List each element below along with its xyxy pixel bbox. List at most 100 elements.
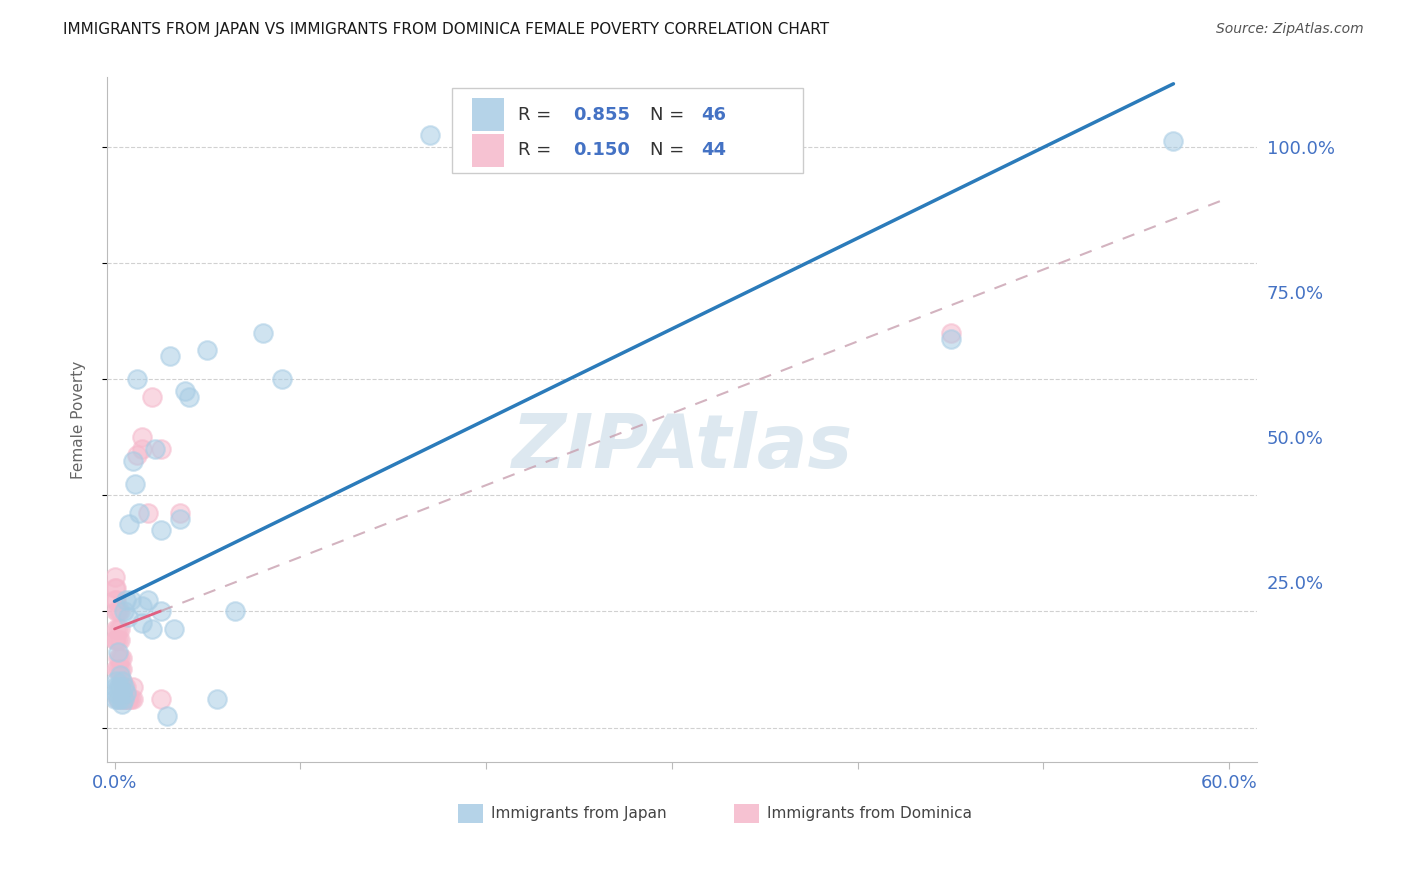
Point: [270, 372, 292, 386]
Text: Source: ZipAtlas.com: Source: ZipAtlas.com: [1216, 22, 1364, 37]
Text: N =: N =: [650, 141, 690, 159]
Point: [169, 506, 191, 520]
Point: [136, 506, 159, 520]
Point: [939, 332, 962, 346]
Point: [131, 430, 153, 444]
Point: [117, 691, 139, 706]
Point: [145, 442, 167, 456]
Point: [1163, 134, 1185, 148]
Point: [108, 633, 131, 648]
Point: [141, 390, 163, 404]
Point: [131, 615, 153, 630]
Point: [124, 476, 146, 491]
Point: [128, 506, 150, 520]
Point: [103, 680, 125, 694]
Point: [107, 691, 129, 706]
Point: [114, 592, 136, 607]
Point: [125, 372, 148, 386]
Point: [131, 442, 153, 456]
Point: [107, 691, 129, 706]
Point: [205, 691, 228, 706]
Point: [149, 442, 172, 456]
Point: [939, 326, 962, 340]
Text: 46: 46: [702, 106, 727, 124]
Point: [114, 686, 136, 700]
Text: Immigrants from Japan: Immigrants from Japan: [491, 806, 666, 822]
Point: [419, 128, 441, 143]
Point: [131, 599, 153, 613]
Text: R =: R =: [517, 106, 557, 124]
FancyBboxPatch shape: [453, 87, 803, 173]
Point: [197, 343, 219, 358]
Bar: [471, 134, 503, 167]
Point: [111, 686, 134, 700]
Point: [105, 633, 128, 648]
Point: [149, 523, 172, 537]
Point: [103, 691, 125, 706]
Point: [112, 680, 135, 694]
Point: [114, 680, 136, 694]
Point: [105, 686, 128, 700]
Bar: [471, 98, 503, 131]
Point: [118, 691, 141, 706]
Text: ZIPAtlas: ZIPAtlas: [512, 411, 852, 483]
Y-axis label: Female Poverty: Female Poverty: [72, 360, 86, 479]
Point: [141, 622, 163, 636]
Point: [103, 581, 125, 595]
Point: [105, 581, 128, 595]
Point: [108, 622, 131, 636]
Point: [122, 691, 145, 706]
Point: [159, 349, 181, 363]
Point: [107, 680, 129, 694]
Point: [103, 633, 125, 648]
Point: [169, 511, 191, 525]
Point: [105, 674, 128, 689]
Point: [107, 622, 129, 636]
Point: [107, 651, 129, 665]
Point: [105, 592, 128, 607]
Text: IMMIGRANTS FROM JAPAN VS IMMIGRANTS FROM DOMINICA FEMALE POVERTY CORRELATION CHA: IMMIGRANTS FROM JAPAN VS IMMIGRANTS FROM…: [63, 22, 830, 37]
Point: [149, 691, 172, 706]
Point: [105, 604, 128, 618]
Point: [108, 680, 131, 694]
Point: [112, 680, 135, 694]
Point: [120, 691, 142, 706]
Point: [112, 691, 135, 706]
Point: [174, 384, 197, 398]
Text: R =: R =: [517, 141, 557, 159]
Point: [149, 604, 172, 618]
Text: 0.855: 0.855: [572, 106, 630, 124]
Point: [111, 651, 134, 665]
Point: [105, 622, 128, 636]
Point: [111, 698, 134, 712]
Point: [114, 691, 136, 706]
Point: [107, 663, 129, 677]
Point: [108, 691, 131, 706]
Point: [108, 680, 131, 694]
Point: [111, 674, 134, 689]
Point: [103, 569, 125, 583]
Point: [112, 604, 135, 618]
Point: [108, 651, 131, 665]
Point: [107, 633, 129, 648]
Point: [118, 517, 141, 532]
Point: [120, 592, 142, 607]
Bar: [458, 804, 484, 823]
Point: [125, 448, 148, 462]
Text: Immigrants from Dominica: Immigrants from Dominica: [768, 806, 972, 822]
Point: [122, 453, 145, 467]
Point: [177, 390, 200, 404]
Point: [136, 592, 159, 607]
Point: [224, 604, 246, 618]
Point: [155, 709, 177, 723]
Point: [117, 610, 139, 624]
Point: [107, 645, 129, 659]
Point: [163, 622, 186, 636]
Point: [111, 663, 134, 677]
Point: [122, 680, 145, 694]
Point: [252, 326, 274, 340]
Point: [111, 691, 134, 706]
Text: 0.150: 0.150: [572, 141, 630, 159]
Point: [111, 674, 134, 689]
Text: N =: N =: [650, 106, 690, 124]
